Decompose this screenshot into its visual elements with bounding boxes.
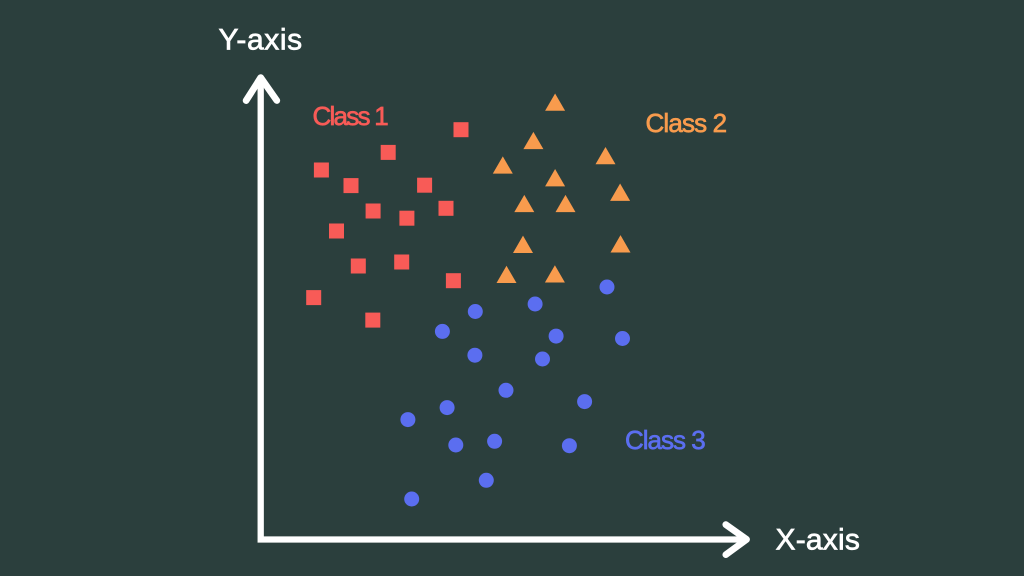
svg-text:Y-axis: Y-axis xyxy=(219,23,303,56)
svg-text:Class 2: Class 2 xyxy=(646,108,727,138)
svg-text:X-axis: X-axis xyxy=(776,524,861,557)
svg-text:Class 1: Class 1 xyxy=(313,101,389,131)
svg-text:Class 3: Class 3 xyxy=(625,425,705,455)
